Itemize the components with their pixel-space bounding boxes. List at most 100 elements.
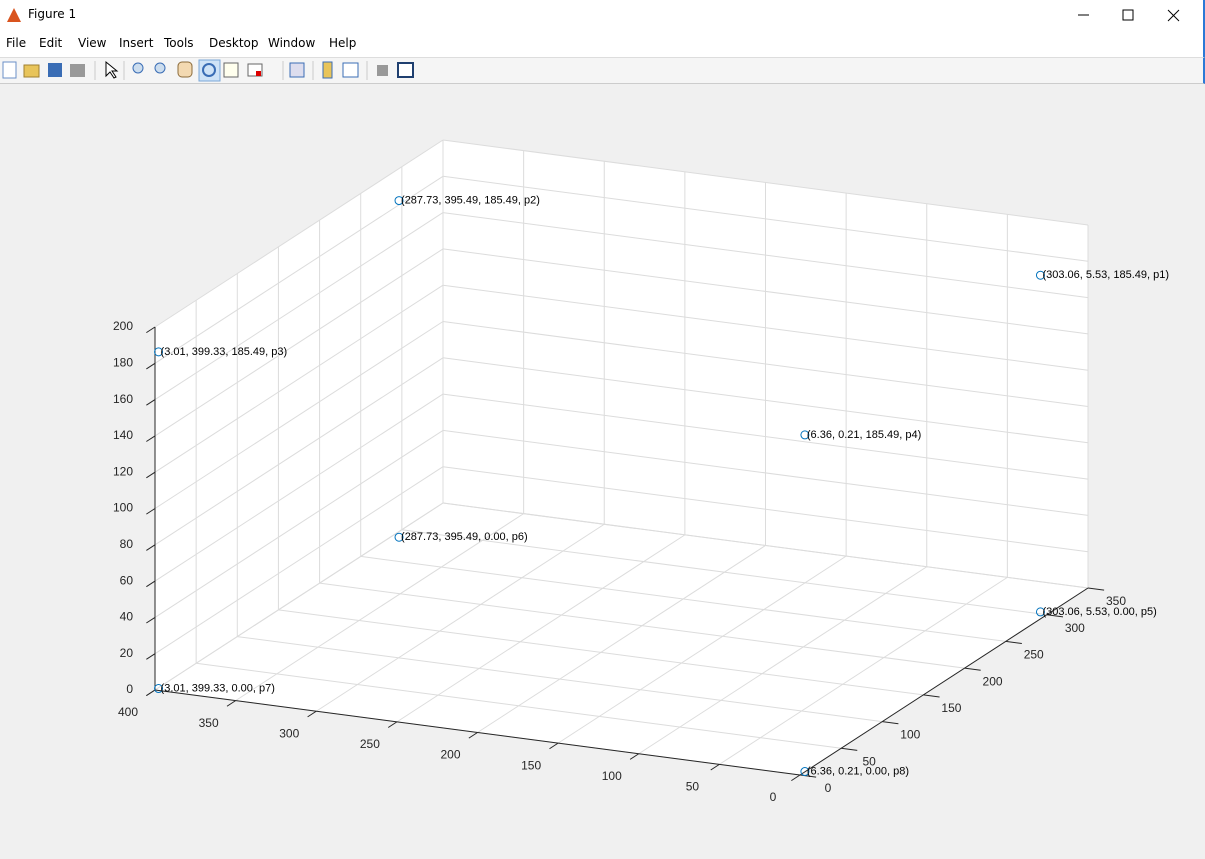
x-tick-label: 250 xyxy=(1024,648,1044,662)
x-tick-label: 100 xyxy=(900,728,920,742)
data-point xyxy=(1035,270,1045,280)
y-tick-label: 50 xyxy=(686,780,700,794)
point-label: (6.36, 0.21, 185.49, p4) xyxy=(807,429,921,441)
x-tick xyxy=(923,694,940,698)
grid-line xyxy=(442,466,1089,553)
x-tick-label: 0 xyxy=(825,781,832,795)
menu-item[interactable]: Desktop xyxy=(209,36,259,50)
z-tick xyxy=(146,580,156,588)
point-label: (3.01, 399.33, 185.49, p3) xyxy=(161,346,288,358)
point-label: (287.73, 395.49, 185.49, p2) xyxy=(401,194,540,206)
point-label: (287.73, 395.49, 0.00, p6) xyxy=(401,531,528,543)
grid-line xyxy=(442,393,1089,480)
x-tick xyxy=(882,721,899,725)
menu-bar: File Edit View Insert Tools Desktop Window Help xyxy=(0,30,1205,58)
y-tick-label: 400 xyxy=(118,705,138,719)
z-tick xyxy=(146,653,156,660)
y-tick-label: 150 xyxy=(521,758,541,772)
y-tick xyxy=(387,721,398,728)
y-tick xyxy=(629,753,640,760)
z-tick xyxy=(146,362,156,370)
data-point xyxy=(394,196,404,206)
grid-line xyxy=(235,513,524,702)
y-tick xyxy=(307,710,317,718)
y-tick-label: 300 xyxy=(279,726,299,740)
y-tick xyxy=(791,774,801,782)
data-point xyxy=(154,684,164,694)
data-point xyxy=(154,347,164,357)
point-label: (303.06, 5.53, 185.49, p1) xyxy=(1042,269,1169,281)
grid-line xyxy=(154,284,444,473)
grid-line xyxy=(442,139,1089,226)
window-controls[interactable] xyxy=(1073,0,1203,30)
z-tick-label: 160 xyxy=(113,392,133,406)
x-tick xyxy=(1087,587,1105,591)
grid-line xyxy=(442,284,1089,371)
x-tick-label: 300 xyxy=(1065,621,1085,635)
grid-line xyxy=(442,175,1089,262)
grid-line xyxy=(154,212,444,401)
z-tick-label: 40 xyxy=(120,610,134,624)
x-tick xyxy=(841,747,858,751)
grid-line xyxy=(154,502,444,691)
z-tick xyxy=(146,326,156,334)
y-tick xyxy=(226,700,236,707)
toolbar-icons[interactable] xyxy=(0,58,420,83)
grid-line xyxy=(154,466,444,655)
grid-line xyxy=(442,321,1089,407)
x-tick-label: 350 xyxy=(1106,594,1126,608)
data-point xyxy=(800,430,810,440)
window-title: Figure 1 xyxy=(28,7,77,21)
x-axis xyxy=(799,587,1089,776)
grid-line xyxy=(442,429,1089,516)
z-tick-label: 80 xyxy=(120,537,134,551)
z-tick xyxy=(146,689,156,697)
grid-line xyxy=(719,576,1008,765)
z-tick xyxy=(146,508,156,515)
x-tick-label: 150 xyxy=(941,701,961,715)
x-tick xyxy=(964,667,981,671)
z-tick xyxy=(146,435,156,442)
z-tick-label: 140 xyxy=(113,428,133,442)
z-tick-label: 60 xyxy=(120,573,134,587)
y-tick-label: 200 xyxy=(440,748,460,762)
z-tick-label: 0 xyxy=(126,682,133,696)
grid-line xyxy=(442,212,1089,299)
y-tick-label: 100 xyxy=(602,769,622,783)
z-tick-label: 100 xyxy=(113,501,133,515)
z-tick xyxy=(146,544,156,551)
grid-line xyxy=(442,248,1089,335)
z-tick xyxy=(146,471,156,479)
z-tick xyxy=(146,399,156,406)
y-tick xyxy=(710,763,720,771)
y-tick-label: 350 xyxy=(199,716,219,730)
grid-line xyxy=(154,248,444,437)
x-tick-label: 200 xyxy=(983,674,1003,688)
menu-item[interactable]: View xyxy=(78,36,107,50)
menu-item[interactable]: Insert xyxy=(119,36,154,50)
menu-item[interactable]: Edit xyxy=(39,36,63,50)
point-label: (3.01, 399.33, 0.00, p7) xyxy=(161,682,275,694)
z-tick-label: 20 xyxy=(120,646,134,660)
z-tick xyxy=(146,616,156,624)
x-tick-label: 50 xyxy=(862,754,876,768)
grid-line xyxy=(396,534,686,723)
data-point xyxy=(800,767,810,777)
x-tick xyxy=(1046,614,1064,618)
grid-line xyxy=(154,175,444,364)
x-tick xyxy=(1005,640,1022,645)
data-point xyxy=(394,532,404,542)
grid-line xyxy=(315,523,605,712)
toolbar xyxy=(0,58,1205,84)
grid-line xyxy=(154,393,444,582)
grid-line xyxy=(477,545,766,733)
menu-item[interactable]: File xyxy=(6,36,27,50)
y-tick xyxy=(468,732,478,739)
menu-item[interactable]: Tools xyxy=(164,36,194,50)
z-tick-label: 200 xyxy=(113,319,133,333)
menu-item[interactable]: Window xyxy=(268,36,316,50)
menu-item[interactable]: Help xyxy=(329,36,357,50)
point-label: (6.36, 0.21, 0.00, p8) xyxy=(807,765,909,777)
